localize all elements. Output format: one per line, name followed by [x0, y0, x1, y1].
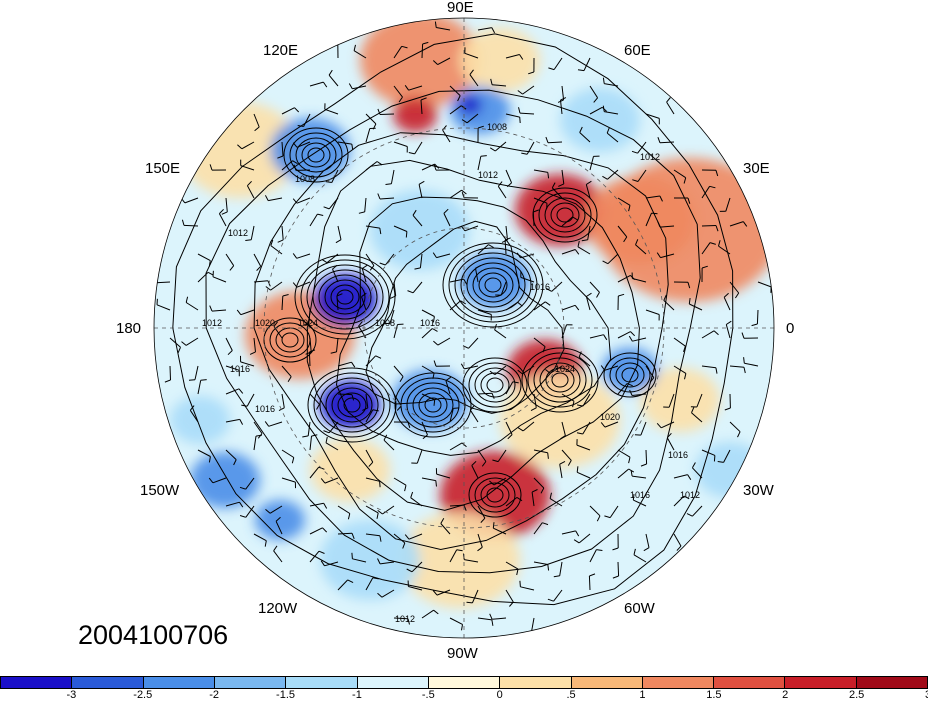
colorbar-tick-label: -1 [352, 689, 362, 701]
contour-label: 1016 [530, 282, 550, 292]
colorbar-segment [856, 677, 928, 688]
colorbar-tick-label: 0 [496, 689, 503, 701]
contour-label: 1020 [255, 318, 275, 328]
contour-label: 1012 [202, 318, 222, 328]
longitude-label-90e: 90E [447, 0, 474, 16]
colorbar-tick-label: 2.5 [848, 689, 865, 701]
wind-barbs [154, 21, 772, 634]
longitude-label-180: 180 [116, 320, 142, 337]
longitude-label-30w: 30W [743, 482, 774, 499]
contour-label: 1024 [555, 364, 575, 374]
graticule [154, 18, 774, 638]
contour-label: 1012 [395, 614, 415, 624]
colorbar-tick-label: -.5 [421, 689, 435, 701]
contour-label: 1016 [230, 364, 250, 374]
colorbar-segment [714, 677, 786, 688]
map-boundary [153, 17, 775, 639]
colorbar-tick-label: -1.5 [276, 689, 296, 701]
colorbar-tick-label: -3 [66, 689, 77, 701]
colorbar [0, 676, 928, 689]
contour-label: 1024 [298, 318, 318, 328]
longitude-label-150w: 150W [140, 482, 180, 499]
contour-label: 1020 [600, 412, 620, 422]
colorbar-tick-label: -2.5 [133, 689, 153, 701]
contour-label: 1008 [487, 122, 507, 132]
colorbar-tick-label: 1.5 [706, 689, 722, 701]
colorbar-segment [785, 677, 857, 688]
colorbar-segment [571, 677, 643, 688]
contour-label: 1008 [295, 174, 315, 184]
contour-label: 1012 [478, 170, 498, 180]
colorbar-segment [143, 677, 215, 688]
longitude-label-30e: 30E [743, 160, 770, 177]
colorbar-segment [286, 677, 358, 688]
longitude-label-0: 0 [786, 320, 795, 337]
timestamp-label: 2004100706 [78, 620, 229, 650]
colorbar-segment [72, 677, 144, 688]
pressure-contours [172, 33, 734, 606]
colorbar-segment [500, 677, 572, 688]
contour-label: 1016 [420, 318, 440, 328]
contour-label: 1012 [640, 152, 660, 162]
contour-label: 1016 [668, 450, 688, 460]
colorbar-tick-label: 3 [925, 690, 928, 701]
longitude-label-60w: 60W [624, 600, 655, 617]
contour-label: 1012 [228, 228, 248, 238]
colorbar-segment [214, 677, 287, 688]
longitude-label-60e: 60E [624, 42, 651, 59]
colorbar-tick-label: 1 [639, 689, 646, 701]
colorbar-tick-label: 2 [782, 689, 789, 701]
contour-labels: 1008 1008 1012 1012 1012 1016 1016 1016 1016 1012… [202, 122, 700, 624]
colorbar-segment [642, 677, 715, 688]
contour-label: 1008 [375, 318, 395, 328]
colorbar-segment [357, 677, 429, 688]
colorbar-segment [428, 677, 501, 688]
contour-label: 1012 [680, 490, 700, 500]
colorbar-tick-label: -2 [209, 689, 220, 701]
contour-label: 1016 [255, 404, 275, 414]
longitude-label-90w: 90W [447, 645, 478, 662]
contour-label: 1016 [630, 490, 650, 500]
colorbar-tick-label: .5 [566, 689, 576, 701]
colorbar-segment [1, 677, 73, 688]
longitude-label-150e: 150E [145, 160, 181, 177]
longitude-label-120w: 120W [258, 600, 298, 617]
longitude-label-120e: 120E [263, 42, 299, 59]
